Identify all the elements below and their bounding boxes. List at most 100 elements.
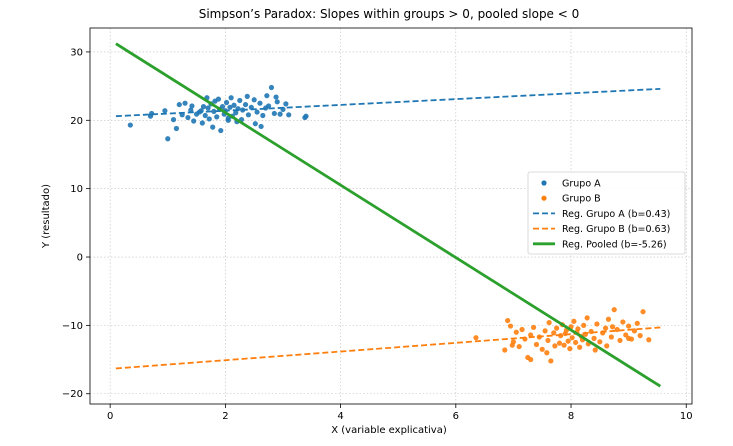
x-axis-ticks: 0 2 4 6 8 10 bbox=[107, 404, 693, 422]
data-point bbox=[592, 347, 598, 353]
y-axis-label: Y (resultado) bbox=[41, 184, 52, 249]
x-tick-label: 2 bbox=[222, 411, 228, 422]
data-point bbox=[273, 94, 279, 100]
data-point bbox=[202, 112, 208, 119]
scatter-series-grupo-a bbox=[127, 84, 309, 142]
data-point bbox=[277, 111, 283, 117]
data-point bbox=[556, 340, 563, 346]
data-point bbox=[257, 100, 263, 106]
data-point bbox=[554, 325, 560, 331]
data-point bbox=[283, 101, 289, 107]
data-point bbox=[245, 112, 252, 118]
data-point bbox=[223, 99, 230, 106]
data-point bbox=[575, 326, 581, 332]
data-point bbox=[244, 93, 250, 99]
legend: Grupo A Grupo B Reg. Grupo A (b=0.43) Reg. … bbox=[527, 171, 686, 255]
data-point bbox=[218, 127, 224, 134]
data-point bbox=[626, 335, 632, 341]
data-point bbox=[237, 97, 243, 104]
data-point bbox=[513, 329, 519, 335]
data-point bbox=[286, 112, 292, 118]
data-point bbox=[569, 335, 575, 341]
legend-label: Reg. Grupo A (b=0.43) bbox=[562, 209, 670, 220]
data-point bbox=[251, 97, 257, 103]
data-point bbox=[268, 84, 275, 91]
data-point bbox=[611, 307, 617, 313]
data-point bbox=[623, 332, 629, 338]
data-point bbox=[571, 318, 577, 324]
x-tick-label: 0 bbox=[107, 411, 113, 422]
data-point bbox=[609, 324, 616, 330]
data-point bbox=[265, 103, 272, 109]
data-point bbox=[254, 109, 260, 115]
data-point bbox=[215, 96, 222, 102]
data-point bbox=[173, 125, 180, 132]
data-point bbox=[225, 117, 231, 123]
data-point bbox=[264, 93, 270, 99]
data-point bbox=[608, 334, 614, 340]
data-point bbox=[219, 104, 226, 110]
data-point bbox=[577, 344, 583, 350]
data-point bbox=[542, 328, 548, 334]
data-point bbox=[205, 105, 211, 111]
data-point bbox=[548, 358, 554, 364]
data-point bbox=[228, 95, 234, 101]
data-point bbox=[594, 321, 600, 327]
data-point bbox=[530, 324, 537, 331]
y-tick-label: −10 bbox=[62, 321, 83, 332]
data-point bbox=[509, 342, 515, 348]
data-point bbox=[127, 122, 133, 128]
y-tick-label: 10 bbox=[70, 184, 83, 195]
scatter-series-grupo-b bbox=[473, 307, 652, 364]
data-point bbox=[188, 107, 194, 113]
data-point bbox=[303, 113, 309, 119]
data-point bbox=[634, 320, 640, 326]
x-axis-label: X (variable explicativa) bbox=[331, 425, 447, 436]
data-point bbox=[626, 323, 632, 329]
data-point bbox=[252, 121, 258, 127]
regression-line-3 bbox=[115, 326, 661, 370]
data-point bbox=[546, 320, 552, 326]
chart-title: Simpson’s Paradox: Slopes within groups … bbox=[199, 7, 580, 21]
data-point bbox=[505, 317, 511, 324]
axes-frame bbox=[89, 27, 693, 405]
data-point bbox=[552, 343, 558, 349]
x-tick-label: 4 bbox=[337, 411, 343, 422]
y-axis-ticks: −20 −10 0 10 20 30 bbox=[62, 47, 90, 400]
data-point bbox=[614, 326, 620, 333]
data-point bbox=[242, 101, 249, 108]
data-point bbox=[473, 335, 479, 341]
data-point bbox=[551, 330, 557, 336]
data-point bbox=[185, 114, 191, 121]
data-point bbox=[528, 356, 534, 363]
x-tick-label: 6 bbox=[453, 411, 459, 422]
legend-label: Grupo A bbox=[562, 179, 601, 190]
data-point bbox=[584, 315, 590, 321]
data-point bbox=[210, 124, 216, 130]
data-point bbox=[567, 346, 573, 352]
data-point bbox=[637, 333, 643, 339]
data-point bbox=[231, 102, 237, 108]
data-point bbox=[182, 100, 188, 106]
data-point bbox=[597, 339, 603, 345]
data-point bbox=[646, 337, 652, 343]
data-point bbox=[274, 99, 280, 105]
data-point bbox=[162, 108, 168, 114]
data-point bbox=[617, 337, 623, 344]
data-point bbox=[214, 114, 220, 120]
legend-marker bbox=[541, 195, 547, 201]
y-tick-label: 20 bbox=[70, 116, 83, 127]
data-point bbox=[189, 103, 195, 109]
data-point bbox=[176, 101, 182, 108]
data-point bbox=[507, 323, 514, 329]
data-point bbox=[258, 123, 264, 130]
legend-label: Reg. Grupo B (b=0.63) bbox=[562, 224, 670, 235]
data-point bbox=[211, 108, 217, 115]
data-point bbox=[206, 116, 212, 122]
data-point bbox=[260, 112, 266, 119]
legend-label: Grupo B bbox=[562, 194, 601, 205]
y-tick-label: −20 bbox=[62, 389, 83, 400]
data-point bbox=[170, 117, 177, 123]
data-point bbox=[227, 104, 233, 110]
